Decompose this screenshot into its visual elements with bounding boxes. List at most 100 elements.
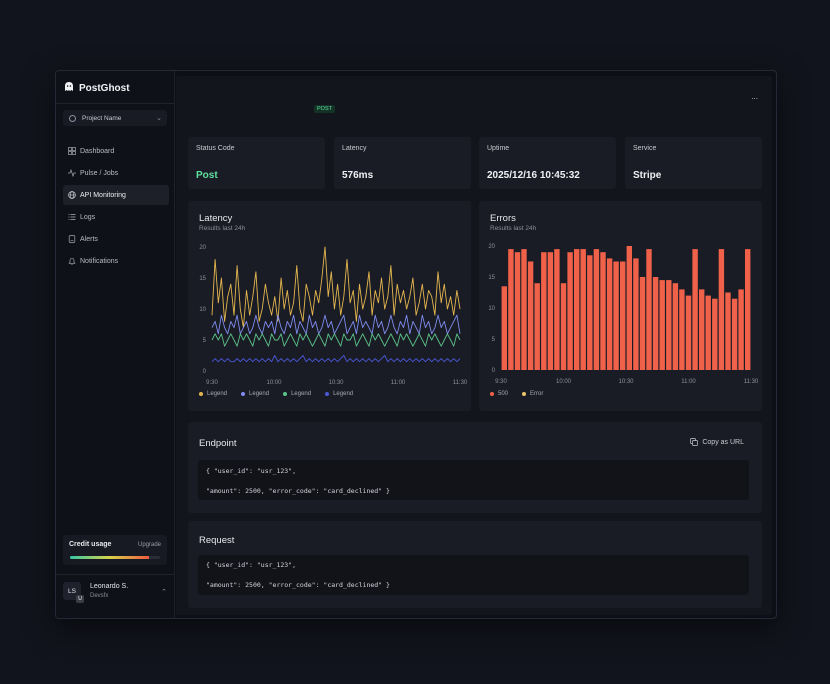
code-line: "amount": 2500, "error_code": "card_decl… — [206, 581, 390, 589]
bell-icon — [68, 257, 76, 265]
credit-usage-card: Credit usage Upgrade — [63, 535, 167, 565]
series-line — [211, 246, 461, 329]
org-badge: U — [76, 595, 84, 603]
sidebar-item-label: Pulse / Jobs — [80, 169, 119, 177]
bar — [679, 289, 685, 370]
app-window: PostGhost Project Name ⌄ Dashboard Pulse… — [55, 70, 777, 619]
chevron-down-icon: ⌄ — [156, 115, 162, 122]
user-menu[interactable]: LS U Leonardo S. Devsfx ⌃ — [63, 582, 169, 604]
bar — [666, 280, 672, 370]
sidebar-divider — [56, 103, 174, 104]
app-logo[interactable]: PostGhost — [63, 81, 130, 96]
sidebar-divider — [56, 574, 174, 575]
stat-value: Post — [196, 170, 218, 181]
bar — [685, 295, 692, 370]
x-tick-label: 11:30 — [453, 380, 468, 386]
y-tick-label: 10 — [199, 307, 206, 313]
user-org: Devsfx — [90, 593, 109, 599]
stat-uptime: Uptime 2025/12/16 10:45:32 — [479, 137, 616, 189]
bar — [587, 255, 593, 370]
copy-as-url-button[interactable]: Copy as URL — [690, 438, 744, 446]
more-options-icon[interactable]: ... — [751, 92, 758, 101]
stat-title: Service — [633, 145, 657, 152]
sidebar-item-alerts[interactable]: Alerts — [63, 229, 169, 249]
y-tick-label: 0 — [492, 368, 496, 374]
chart-title: Latency — [199, 213, 233, 224]
bar — [600, 252, 606, 370]
sidebar-item-logs[interactable]: Logs — [63, 207, 169, 227]
sidebar-item-pulse-jobs[interactable]: Pulse / Jobs — [63, 163, 169, 183]
upgrade-link[interactable]: Upgrade — [137, 542, 161, 548]
bar — [593, 249, 600, 370]
endpoint-panel: Endpoint Copy as URL { "user_id": "usr_1… — [188, 422, 762, 513]
code-line: { "user_id": "usr_123", — [206, 467, 297, 475]
pulse-icon — [68, 169, 76, 177]
endpoint-code-block[interactable]: { "user_id": "usr_123", "amount": 2500, … — [198, 460, 749, 500]
bar — [652, 277, 659, 370]
method-badge: POST — [314, 105, 335, 113]
legend-label: Legend — [333, 391, 354, 397]
legend-item[interactable]: 500 — [490, 391, 508, 397]
x-tick-label: 11:30 — [744, 379, 759, 385]
chart-legend: 500 Error — [490, 391, 543, 397]
request-code-block[interactable]: { "user_id": "usr_123", "amount": 2500, … — [198, 555, 749, 595]
y-tick-label: 20 — [199, 245, 206, 251]
copy-label: Copy as URL — [702, 438, 744, 446]
latency-chart: 0 5 10 15 20 9:30 10:00 10:30 11:00 11:30 — [199, 245, 468, 386]
app-name: PostGhost — [79, 83, 130, 94]
project-selector[interactable]: Project Name ⌄ — [63, 110, 167, 126]
bar — [508, 249, 514, 370]
credit-usage-fill — [70, 556, 150, 559]
chart-subtitle: Results last 24h — [199, 225, 246, 232]
latency-chart-panel: Latency Results last 24h 0 5 10 15 20 9:30 10:… — [188, 201, 471, 411]
legend-swatch — [283, 392, 288, 396]
legend-item[interactable]: Error — [522, 391, 543, 397]
sidebar-item-label: API Monitoring — [80, 191, 126, 199]
sidebar-item-label: Logs — [80, 213, 96, 221]
x-tick-label: 9:30 — [206, 380, 218, 386]
y-tick-label: 10 — [488, 306, 495, 312]
legend-swatch — [241, 392, 246, 396]
bar — [534, 283, 540, 370]
avatar: LS U — [63, 582, 84, 603]
legend-item[interactable]: Legend — [283, 391, 311, 397]
stat-title: Latency — [342, 145, 367, 152]
x-tick-label: 10:30 — [328, 380, 344, 386]
sidebar: PostGhost Project Name ⌄ Dashboard Pulse… — [56, 71, 175, 618]
bar — [712, 298, 718, 370]
sidebar-item-notifications[interactable]: Notifications — [63, 251, 169, 271]
copy-icon — [690, 438, 699, 446]
code-line: "amount": 2500, "error_code": "card_decl… — [206, 487, 390, 495]
series-line — [211, 314, 461, 335]
legend-label: 500 — [498, 391, 509, 397]
bar — [527, 261, 534, 370]
sidebar-item-label: Alerts — [80, 235, 98, 243]
legend-label: Legend — [291, 391, 312, 397]
legend-label: Error — [530, 391, 544, 397]
legend-item[interactable]: Legend — [325, 391, 353, 397]
globe-icon — [68, 191, 76, 199]
bar — [541, 252, 547, 370]
sidebar-item-dashboard[interactable]: Dashboard — [63, 141, 169, 161]
x-tick-label: 10:30 — [618, 379, 634, 385]
bar — [672, 283, 679, 370]
bar — [718, 249, 725, 370]
stat-latency: Latency 576ms — [334, 137, 471, 189]
bar — [699, 289, 705, 370]
x-tick-label: 10:00 — [266, 380, 282, 386]
credit-usage-bar — [70, 556, 160, 559]
stat-value: 2025/12/16 10:45:32 — [487, 170, 580, 181]
legend-item[interactable]: Legend — [241, 391, 269, 397]
bar — [639, 277, 646, 370]
code-line: { "user_id": "usr_123", — [206, 561, 297, 569]
bar — [567, 252, 573, 370]
sidebar-item-api-monitoring[interactable]: API Monitoring — [63, 185, 169, 205]
request-panel: Request { "user_id": "usr_123", "amount"… — [188, 521, 762, 608]
project-name: Project Name — [82, 114, 122, 122]
legend-item[interactable]: Legend — [199, 391, 227, 397]
chart-subtitle: Results last 24h — [490, 225, 537, 232]
legend-swatch — [490, 392, 494, 396]
sidebar-item-label: Dashboard — [80, 147, 115, 155]
bar — [626, 246, 632, 370]
legend-swatch — [199, 392, 203, 396]
